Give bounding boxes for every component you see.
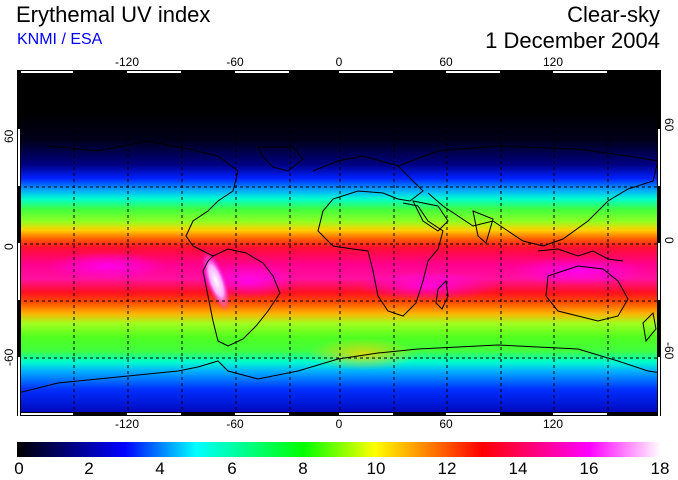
colorbar-tick: 8 — [298, 459, 308, 478]
sky-condition-label: Clear-sky — [567, 2, 660, 27]
map-title: Erythemal UV index — [16, 2, 211, 27]
date-label: 1 December 2004 — [485, 28, 660, 53]
lon-tick-bottom: 0 — [335, 417, 343, 431]
colorbar-tick: 4 — [155, 459, 165, 478]
coastline-layer — [18, 140, 660, 394]
colorbar-tick: 18 — [650, 459, 670, 478]
colorbar-tick: 6 — [227, 459, 237, 478]
uv-heatmap — [18, 71, 660, 415]
colorbar-tick: 2 — [84, 459, 94, 478]
frame-right-scale — [657, 70, 661, 416]
lat-tick-left: -60 — [2, 348, 16, 366]
colorbar-tick: 12 — [437, 459, 457, 478]
colorbar-tick: 10 — [366, 459, 386, 478]
organization-label: KNMI / ESA — [17, 31, 103, 48]
uv-index-map — [17, 70, 661, 416]
frame-bottom-scale — [17, 412, 661, 416]
lat-tick-right: -60 — [662, 342, 676, 360]
graticule — [18, 71, 660, 415]
colorbar — [17, 442, 661, 457]
lat-tick-left: 60 — [2, 129, 16, 143]
frame-top-scale — [17, 70, 661, 74]
lon-tick-bottom: -60 — [226, 417, 244, 431]
lat-tick-right: 0 — [662, 237, 676, 244]
lon-tick-bottom: -120 — [114, 417, 140, 431]
colorbar-tick: 0 — [14, 459, 24, 478]
lon-tick-bottom: 120 — [542, 417, 564, 431]
frame-left-scale — [17, 70, 21, 416]
lat-tick-right: 60 — [662, 118, 676, 132]
lat-tick-left: 0 — [2, 243, 16, 250]
colorbar-tick: 14 — [508, 459, 528, 478]
lon-tick-top: -120 — [114, 55, 140, 69]
lon-tick-top: -60 — [226, 55, 244, 69]
lon-tick-top: 120 — [542, 55, 564, 69]
lon-tick-top: 0 — [335, 55, 343, 69]
lon-tick-bottom: 60 — [439, 417, 453, 431]
lon-tick-top: 60 — [439, 55, 453, 69]
colorbar-tick: 16 — [579, 459, 599, 478]
